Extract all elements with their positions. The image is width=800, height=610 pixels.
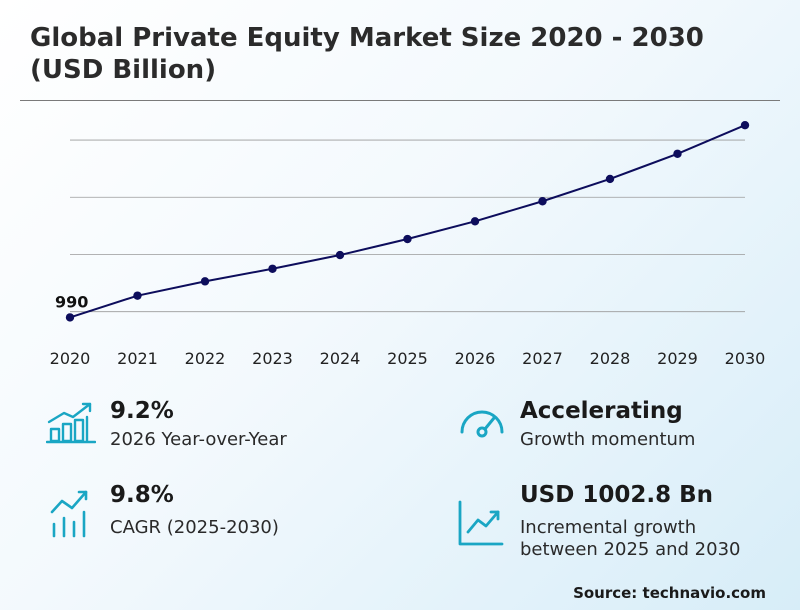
line-chart-icon	[458, 500, 504, 546]
stat-cagr-value: 9.8%	[110, 482, 174, 508]
stat-yoy: 9.2% 2026 Year-over-Year	[46, 398, 366, 458]
stat-momentum-value: Accelerating	[520, 398, 683, 424]
x-tick-label-2026: 2026	[455, 349, 496, 368]
stat-yoy-label: 2026 Year-over-Year	[110, 429, 287, 450]
stat-cagr-label: CAGR (2025-2030)	[110, 517, 279, 538]
x-tick-label-2029: 2029	[657, 349, 698, 368]
data-point-2024	[335, 250, 345, 260]
bar-growth-icon	[46, 402, 96, 444]
x-tick-label-2030: 2030	[725, 349, 766, 368]
chart-title: Global Private Equity Market Size 2020 -…	[30, 23, 704, 85]
gauge-icon	[460, 410, 504, 438]
stat-incremental-label-1: Incremental growth	[520, 517, 697, 538]
trend-bars-icon	[50, 490, 88, 538]
x-tick-label-2028: 2028	[590, 349, 631, 368]
x-tick-label-2021: 2021	[117, 349, 158, 368]
data-point-2021	[133, 291, 142, 300]
stat-momentum: Accelerating Growth momentum	[456, 398, 776, 458]
stat-incremental-label-2: between 2025 and 2030	[520, 539, 741, 560]
x-tick-label-2025: 2025	[387, 349, 428, 368]
data-point-2023	[268, 264, 277, 273]
x-tick-label-2023: 2023	[252, 349, 293, 368]
data-point-2027	[538, 197, 547, 206]
data-point-2022	[200, 277, 210, 286]
data-point-2025	[403, 234, 412, 244]
x-tick-label-2022: 2022	[185, 349, 226, 368]
series-line	[69, 124, 746, 319]
source-note: Source: technavio.com	[573, 584, 766, 602]
title-divider	[20, 100, 780, 101]
data-point-2028	[605, 174, 615, 184]
data-point-2030	[740, 120, 750, 130]
line-chart: 990 2020 2021 2022 2023 2024 2025 2026 2027 2028…	[50, 120, 766, 368]
data-label-2020: 990	[55, 292, 88, 311]
stat-yoy-value: 9.2%	[110, 398, 174, 424]
x-tick-label-2020: 2020	[50, 349, 91, 368]
stat-incremental-value: USD 1002.8 Bn	[520, 482, 714, 508]
stat-momentum-label: Growth momentum	[520, 429, 696, 450]
x-tick-label-2024: 2024	[320, 349, 361, 368]
data-point-2029	[673, 149, 682, 158]
x-tick-label-2027: 2027	[522, 349, 563, 368]
data-point-2026	[470, 217, 480, 226]
stat-incremental: USD 1002.8 Bn Incremental growth between…	[456, 482, 776, 572]
data-point-2020	[65, 313, 75, 322]
stat-cagr: 9.8% CAGR (2025-2030)	[46, 482, 366, 542]
